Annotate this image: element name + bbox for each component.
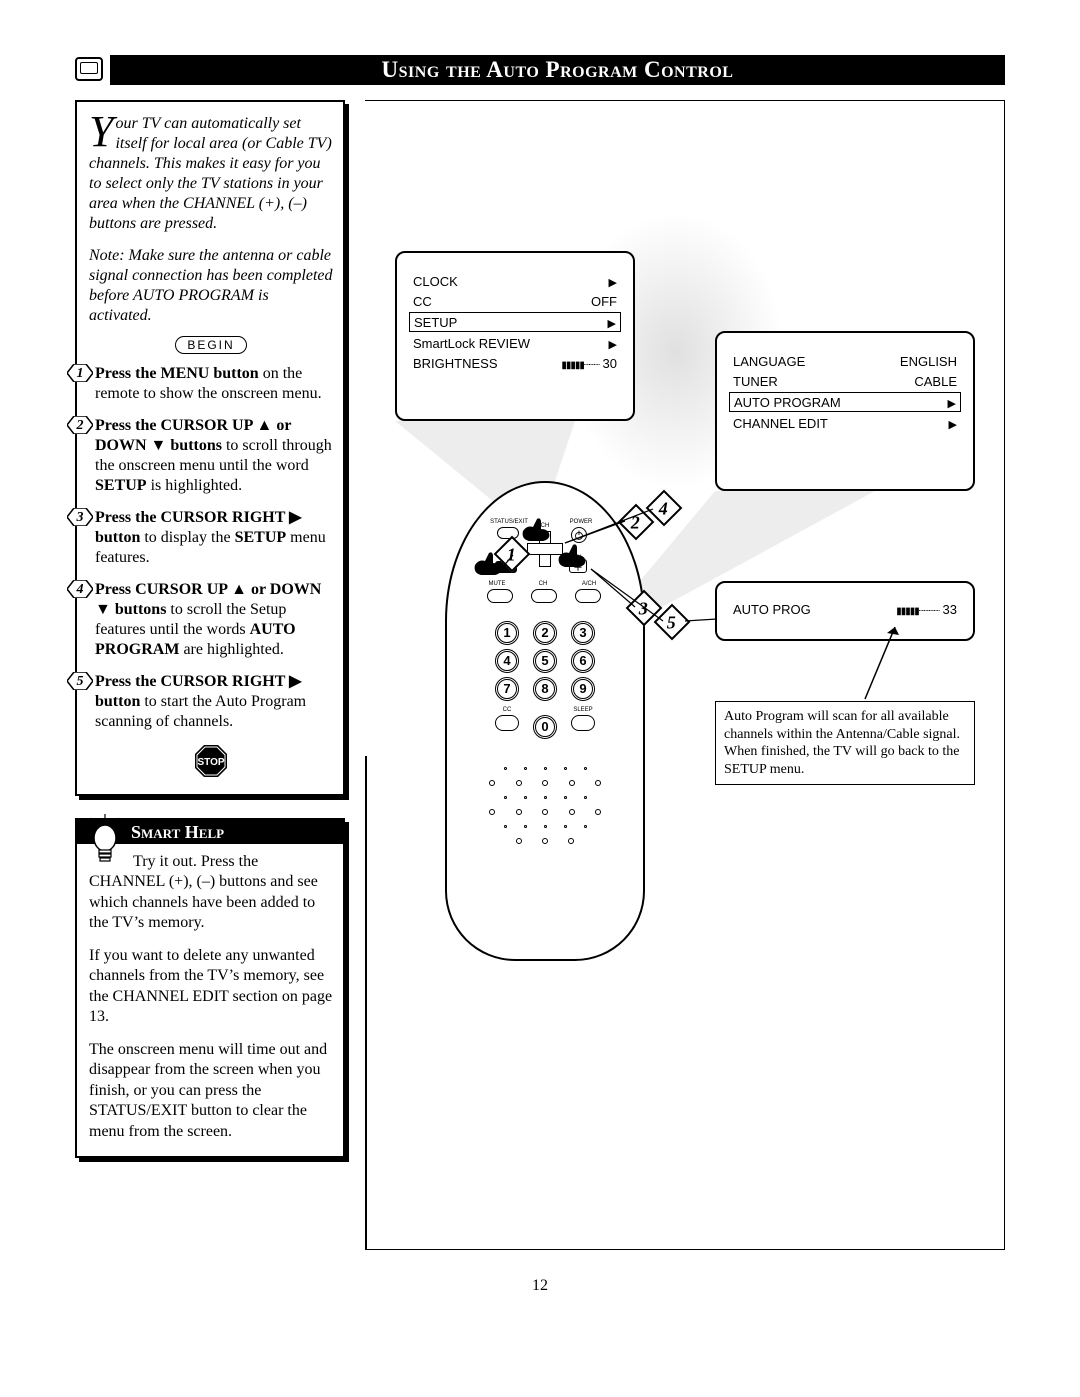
step-num-2: 2	[67, 416, 93, 434]
step-3: 3 Press the CURSOR RIGHT ▶ button to dis…	[89, 508, 333, 568]
step-num-3: 3	[67, 508, 93, 526]
hand-cursor-icon	[557, 543, 587, 569]
osd1-brightness: BRIGHTNESS	[413, 356, 498, 371]
step-4: 4 Press CURSOR UP ▲ or DOWN ▼ buttons to…	[89, 580, 333, 660]
smart-p3: The onscreen menu will time out and disa…	[89, 1040, 333, 1142]
step-5: 5 Press the CURSOR RIGHT ▶ button to sta…	[89, 672, 333, 732]
step3-rest: to display the	[140, 529, 234, 546]
mute-button[interactable]	[487, 589, 513, 603]
step2-bold2: SETUP	[95, 477, 147, 494]
osd3-label: AUTO PROG	[733, 602, 811, 617]
chevron-right-icon	[609, 274, 617, 289]
sleep-button[interactable]	[571, 715, 595, 731]
autoprog-note: Auto Program will scan for all available…	[715, 701, 975, 785]
label-power: POWER	[563, 519, 599, 525]
osd1-cc-val: OFF	[591, 294, 617, 309]
osd1-brightness-val: 30	[603, 356, 617, 371]
num-6[interactable]: 6	[571, 649, 595, 673]
step2-rest2: is highlighted.	[147, 477, 243, 494]
num-4[interactable]: 4	[495, 649, 519, 673]
hand-cursor-icon	[521, 517, 551, 543]
step-num-1: 1	[67, 364, 93, 382]
intro-body: our TV can automatically set itself for …	[89, 115, 332, 232]
step-1: 1 Press the MENU button on the remote to…	[89, 364, 333, 404]
smart-p2: If you want to delete any unwanted chann…	[89, 946, 333, 1028]
osd3-bar: ▮▮▮▮▮┈┈┈┈	[896, 606, 939, 617]
page-title: Using the Auto Program Control	[110, 55, 1005, 85]
osd2-tuner-val: CABLE	[914, 374, 957, 389]
power-button[interactable]	[571, 527, 587, 543]
note-text: Note: Make sure the antenna or cable sig…	[89, 246, 333, 326]
osd-main-menu: CLOCK CC OFF SETUP SmartLock REVIEW BRIGH…	[395, 251, 635, 421]
lightbulb-icon	[83, 814, 127, 868]
step-num-5: 5	[67, 672, 93, 690]
page-number: 12	[75, 1277, 1005, 1295]
arrow-icon	[825, 621, 905, 701]
osd2-language: LANGUAGE	[733, 354, 805, 369]
osd-setup-menu: LANGUAGEENGLISH TUNERCABLE AUTO PROGRAM …	[715, 331, 975, 491]
num-0[interactable]: 0	[533, 715, 557, 739]
step4-rest2: are highlighted.	[179, 641, 283, 658]
osd1-cc: CC	[413, 294, 432, 309]
begin-badge: BEGIN	[175, 336, 247, 354]
svg-text:3: 3	[76, 510, 84, 525]
smart-help-header: Smart Help	[77, 820, 343, 844]
osd3-val: 33	[943, 602, 957, 617]
smart-help-box: Smart Help Try it out. Press the CHANNEL…	[75, 818, 345, 1158]
diagram-area: CLOCK CC OFF SETUP SmartLock REVIEW BRIGH…	[365, 100, 1005, 1250]
chevron-right-icon	[948, 395, 956, 410]
step-num-4: 4	[67, 580, 93, 598]
osd2-autoprog: AUTO PROGRAM	[734, 395, 841, 410]
intro-text: Your TV can automatically set itself for…	[89, 114, 333, 234]
num-9[interactable]: 9	[571, 677, 595, 701]
ach-button[interactable]	[575, 589, 601, 603]
label-cc: CC	[495, 705, 519, 713]
number-pad: 1 2 3 4 5 6 7 8 9 CC SLEEP	[495, 621, 595, 743]
smart-help-title: Smart Help	[131, 822, 224, 842]
svg-text:2: 2	[76, 418, 84, 433]
chevron-right-icon	[609, 336, 617, 351]
status-exit-button[interactable]	[497, 527, 519, 539]
tv-icon	[75, 57, 103, 81]
osd1-brightness-bar: ▮▮▮▮▮┈┈┈	[561, 360, 599, 371]
osd2-tuner: TUNER	[733, 374, 778, 389]
osd2-language-val: ENGLISH	[900, 354, 957, 369]
osd1-smartlock: SmartLock REVIEW	[413, 336, 530, 351]
step-2: 2 Press the CURSOR UP ▲ or DOWN ▼ button…	[89, 416, 333, 496]
svg-text:STOP: STOP	[197, 757, 224, 768]
svg-text:5: 5	[77, 674, 84, 689]
chevron-right-icon	[608, 315, 616, 330]
step1-bold: Press the MENU button	[95, 365, 259, 382]
svg-text:1: 1	[77, 366, 84, 381]
osd1-clock: CLOCK	[413, 274, 458, 289]
chevron-right-icon	[949, 416, 957, 431]
label-sleep: SLEEP	[571, 705, 595, 713]
remote-control: STATUS/EXIT POWER CH VOL MENU MUTE CH A/…	[445, 481, 645, 961]
instruction-box: Your TV can automatically set itself for…	[75, 100, 345, 796]
label-mute: MUTE	[485, 581, 509, 587]
stop-icon: STOP	[194, 744, 228, 778]
num-2[interactable]: 2	[533, 621, 557, 645]
label-ch2: CH	[533, 581, 553, 587]
label-ach: A/CH	[577, 581, 601, 587]
osd2-chedit: CHANNEL EDIT	[733, 416, 828, 431]
cc-button[interactable]	[495, 715, 519, 731]
num-7[interactable]: 7	[495, 677, 519, 701]
num-3[interactable]: 3	[571, 621, 595, 645]
num-8[interactable]: 8	[533, 677, 557, 701]
svg-text:4: 4	[76, 582, 84, 597]
osd1-setup: SETUP	[414, 315, 457, 330]
num-1[interactable]: 1	[495, 621, 519, 645]
step3-bold2: SETUP	[235, 529, 287, 546]
num-5[interactable]: 5	[533, 649, 557, 673]
ch-down-button[interactable]	[531, 589, 557, 603]
lower-button-grid	[489, 767, 601, 854]
dropcap: Y	[89, 114, 115, 150]
